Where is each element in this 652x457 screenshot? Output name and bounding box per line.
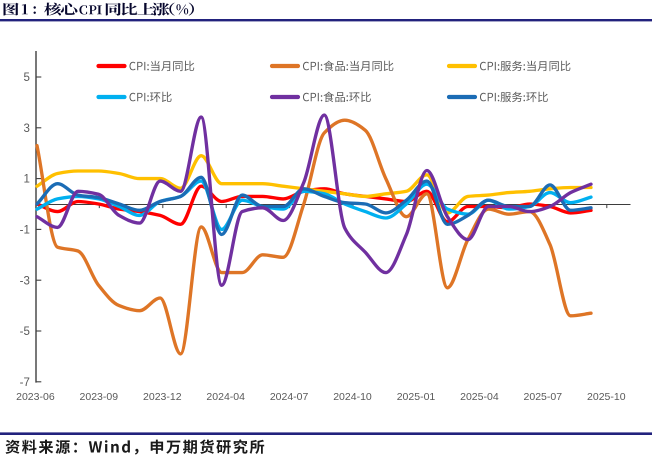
- svg-text:1: 1: [23, 174, 29, 186]
- svg-text:-1: -1: [20, 225, 30, 237]
- svg-text:2023-12: 2023-12: [143, 391, 182, 403]
- svg-text:5: 5: [23, 72, 29, 84]
- svg-text:2025-10: 2025-10: [587, 391, 626, 403]
- svg-text:2025-01: 2025-01: [397, 391, 436, 403]
- svg-text:2025-04: 2025-04: [460, 391, 499, 403]
- svg-text:2023-06: 2023-06: [16, 391, 55, 403]
- svg-text:2024-07: 2024-07: [270, 391, 309, 403]
- svg-text:2023-09: 2023-09: [80, 391, 119, 403]
- svg-text:-5: -5: [20, 326, 30, 338]
- svg-text:3: 3: [23, 123, 29, 135]
- svg-text:-7: -7: [20, 377, 30, 389]
- svg-text:2024-10: 2024-10: [333, 391, 372, 403]
- svg-text:2025-07: 2025-07: [524, 391, 563, 403]
- svg-text:-3: -3: [20, 275, 30, 287]
- svg-text:2024-04: 2024-04: [206, 391, 245, 403]
